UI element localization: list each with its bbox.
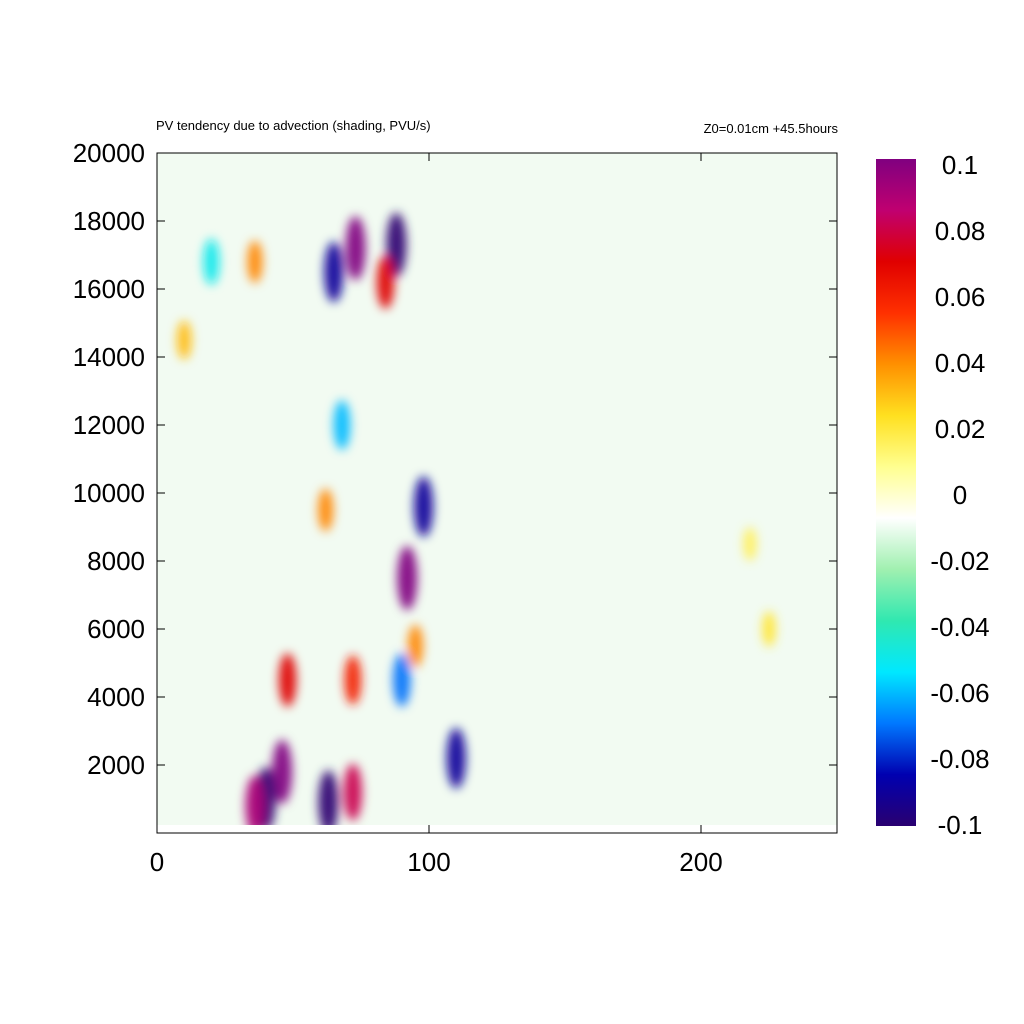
heatmap-feature [272, 739, 293, 804]
heatmap-feature [177, 320, 192, 360]
heatmap-layer [177, 212, 776, 825]
y-tick-label: 16000 [73, 274, 145, 304]
colorbar-tick-label: -0.06 [930, 678, 989, 708]
heatmap-feature [407, 624, 423, 668]
heatmap-feature [344, 655, 362, 705]
colorbar-tick-label: -0.02 [930, 546, 989, 576]
plot-background [157, 153, 837, 825]
colorbar-tick-label: 0.06 [935, 282, 986, 312]
colorbar-tick-label: -0.04 [930, 612, 989, 642]
colorbar-tick-label: 0 [953, 480, 967, 510]
y-tick-label: 8000 [87, 546, 145, 576]
x-tick-label: 200 [679, 847, 722, 877]
heatmap-feature [318, 488, 334, 532]
heatmap-feature [333, 400, 351, 450]
heatmap-feature [446, 728, 466, 789]
chart-title: PV tendency due to advection (shading, P… [156, 118, 431, 133]
colorbar-tick-label: 0.1 [942, 150, 978, 180]
heatmap-feature [324, 241, 344, 303]
colorbar-tick-label: -0.1 [938, 810, 983, 840]
y-tick-label: 4000 [87, 682, 145, 712]
colorbar-axis: 0.1 0.08 0.06 0.04 0.02 0 -0.02 -0.04 -0.06 -0.08… [930, 150, 989, 840]
heatmap-feature [386, 212, 407, 277]
y-tick-label: 14000 [73, 342, 145, 372]
y-tick-label: 10000 [73, 478, 145, 508]
heatmap-feature [345, 216, 366, 281]
y-tick-label: 20000 [73, 138, 145, 168]
colorbar-tick-label: 0.02 [935, 414, 986, 444]
x-tick-label: 0 [150, 847, 164, 877]
heatmap-feature [247, 240, 263, 283]
y-tick-label: 12000 [73, 410, 145, 440]
colorbar [876, 159, 916, 826]
y-tick-label: 2000 [87, 750, 145, 780]
heatmap-feature [203, 238, 220, 285]
colorbar-tick-label: 0.08 [935, 216, 986, 246]
y-axis: 2000 4000 6000 8000 10000 12000 14000 16000 1800… [73, 138, 837, 780]
y-tick-label: 6000 [87, 614, 145, 644]
colorbar-tick-label: 0.04 [935, 348, 986, 378]
chart-subtitle: Z0=0.01cm +45.5hours [703, 121, 838, 136]
heatmap-feature [278, 653, 297, 707]
colorbar-tick-label: -0.08 [930, 744, 989, 774]
heatmap-feature [413, 476, 434, 537]
x-tick-label: 100 [407, 847, 450, 877]
heatmap-feature [343, 763, 363, 821]
heatmap-feature [376, 255, 395, 309]
heatmap-feature [245, 775, 265, 825]
heatmap-feature [397, 546, 418, 610]
heatmap-feature [762, 611, 776, 647]
heatmap-feature [393, 653, 411, 707]
heatmap-feature [318, 770, 339, 825]
heatmap-feature [743, 527, 757, 561]
y-tick-label: 18000 [73, 206, 145, 236]
x-axis: 0 100 200 [150, 153, 723, 877]
